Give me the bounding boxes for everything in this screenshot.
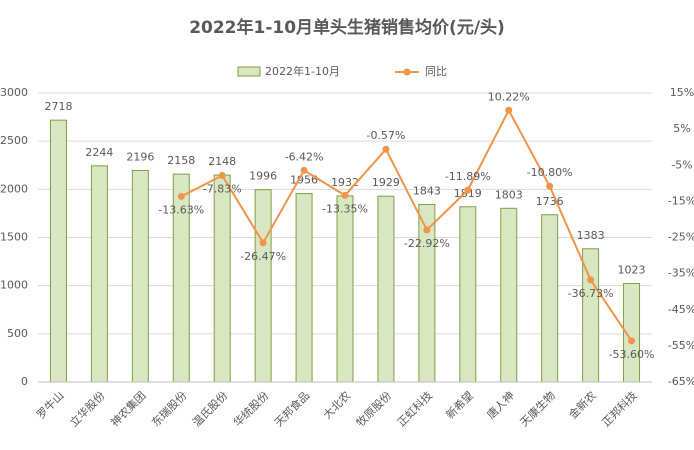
legend-swatch [237, 66, 261, 77]
x-tick-label: 天康生物 [517, 388, 558, 429]
x-tick-label: 天邦食品 [271, 388, 312, 429]
y-tick-label: 2000 [0, 182, 28, 195]
line-marker [382, 145, 390, 153]
y-tick-label: 1000 [0, 279, 28, 292]
bar [254, 189, 272, 383]
y-tick-label: 1500 [0, 231, 28, 244]
line-marker [423, 226, 431, 234]
bar [459, 206, 477, 383]
x-tick-label: 立华股份 [67, 388, 108, 429]
line [180, 108, 633, 342]
bar [49, 119, 67, 383]
line-marker [300, 166, 308, 174]
bar-value-label: 1929 [372, 176, 400, 189]
bar-value-label: 1383 [577, 229, 605, 242]
line-value-label: -36.73% [568, 287, 614, 300]
y2-tick-label: -5% [671, 158, 692, 171]
line-value-label: -0.57% [366, 129, 405, 142]
line-marker [628, 337, 636, 345]
bar [500, 207, 518, 383]
bar-value-label: 2148 [208, 155, 236, 168]
x-tick-label: 唐人神 [484, 388, 517, 421]
y2-tick-label: 15% [670, 86, 694, 99]
line-value-label: 10.22% [488, 90, 530, 103]
bar [377, 195, 395, 383]
line-value-label: -6.42% [285, 150, 324, 163]
line-marker [505, 106, 513, 114]
legend-label: 同比 [425, 65, 447, 78]
bar [295, 193, 313, 383]
line-marker [464, 186, 472, 194]
x-tick-label: 正邦科技 [599, 388, 640, 429]
x-tick-label: 温氏股份 [190, 389, 230, 429]
y-tick-label: 0 [21, 375, 28, 388]
line-marker [587, 276, 595, 284]
y2-tick-label: -25% [668, 231, 694, 244]
y2-tick-label: 5% [673, 122, 690, 135]
bar-value-label: 2196 [126, 150, 154, 163]
line-value-label: -26.47% [240, 250, 286, 263]
y-tick-label: 3000 [0, 86, 28, 99]
bar [213, 174, 231, 383]
x-tick-label: 新希望 [443, 388, 476, 421]
x-tick-label: 金新农 [566, 388, 599, 421]
line-marker [546, 182, 554, 190]
legend-marker [403, 68, 411, 76]
bar-value-label: 2718 [44, 100, 72, 113]
y2-tick-label: -55% [668, 339, 694, 352]
bar [336, 195, 354, 383]
line-value-label: -53.60% [609, 348, 655, 361]
line-value-label: -10.80% [527, 166, 573, 179]
y-tick-label: 2500 [0, 134, 28, 147]
bar-value-label: 1803 [495, 188, 523, 201]
bar-value-label: 1932 [331, 176, 359, 189]
legend-label: 2022年1-10月 [265, 64, 340, 78]
line-marker [177, 192, 185, 200]
y2-tick-label: -35% [668, 267, 694, 280]
y-tick-label: 500 [7, 327, 28, 340]
x-tick-label: 牧原股份 [353, 388, 394, 429]
line-value-label: -7.83% [203, 182, 242, 195]
line-marker [341, 191, 349, 199]
x-tick-label: 华统股份 [230, 388, 271, 429]
x-tick-label: 大北农 [320, 388, 353, 421]
bar [131, 169, 149, 383]
y2-tick-label: -45% [668, 303, 694, 316]
bar-value-label: 1996 [249, 170, 277, 183]
x-tick-label: 罗牛山 [33, 388, 66, 421]
line-value-label: -22.92% [404, 237, 450, 250]
bar-value-label: 1023 [618, 263, 646, 276]
bar-value-label: 1843 [413, 184, 441, 197]
line-marker [218, 171, 226, 179]
x-tick-label: 正虹科技 [394, 388, 435, 429]
x-tick-label: 东瑞股份 [148, 388, 189, 429]
chart-title: 2022年1-10月单头生猪销售均价(元/头) [189, 17, 505, 38]
line-value-label: -11.89% [445, 170, 491, 183]
y2-tick-label: -65% [668, 375, 694, 388]
bar [90, 165, 108, 383]
bar [541, 214, 559, 383]
x-tick-label: 神农集团 [108, 388, 149, 429]
line-marker [259, 239, 267, 247]
line-value-label: -13.35% [322, 202, 368, 215]
bar-value-label: 2158 [167, 154, 195, 167]
line-value-label: -13.63% [158, 203, 204, 216]
bar-value-label: 2244 [85, 146, 113, 159]
bar-value-label: 1736 [536, 195, 564, 208]
y2-tick-label: -15% [668, 194, 694, 207]
